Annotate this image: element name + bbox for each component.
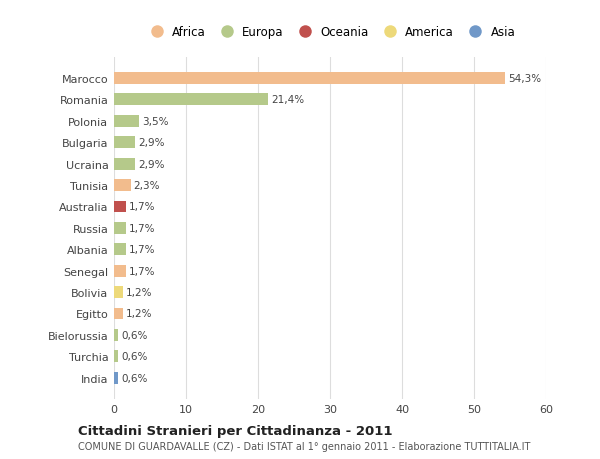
Text: 1,7%: 1,7% [129,202,155,212]
Text: Cittadini Stranieri per Cittadinanza - 2011: Cittadini Stranieri per Cittadinanza - 2… [78,424,392,437]
Bar [114,180,131,191]
Bar [114,201,126,213]
Bar [114,223,126,234]
Text: 0,6%: 0,6% [121,330,148,340]
Bar [114,244,126,256]
Bar [114,286,122,298]
Bar [114,73,505,84]
Bar [114,116,139,128]
Text: 1,7%: 1,7% [129,266,155,276]
Text: 21,4%: 21,4% [271,95,304,105]
Text: COMUNE DI GUARDAVALLE (CZ) - Dati ISTAT al 1° gennaio 2011 - Elaborazione TUTTIT: COMUNE DI GUARDAVALLE (CZ) - Dati ISTAT … [78,441,530,451]
Text: 0,6%: 0,6% [121,373,148,383]
Bar [114,137,135,149]
Text: 1,2%: 1,2% [125,287,152,297]
Bar [114,308,122,319]
Text: 1,7%: 1,7% [129,224,155,233]
Text: 2,9%: 2,9% [138,159,164,169]
Text: 0,6%: 0,6% [121,352,148,362]
Legend: Africa, Europa, Oceania, America, Asia: Africa, Europa, Oceania, America, Asia [145,26,515,39]
Bar [114,94,268,106]
Bar [114,372,118,384]
Bar [114,265,126,277]
Text: 1,2%: 1,2% [125,309,152,319]
Text: 54,3%: 54,3% [508,74,541,84]
Bar [114,351,118,363]
Text: 1,7%: 1,7% [129,245,155,255]
Bar [114,329,118,341]
Text: 3,5%: 3,5% [142,117,169,127]
Text: 2,3%: 2,3% [133,181,160,190]
Text: 2,9%: 2,9% [138,138,164,148]
Bar [114,158,135,170]
